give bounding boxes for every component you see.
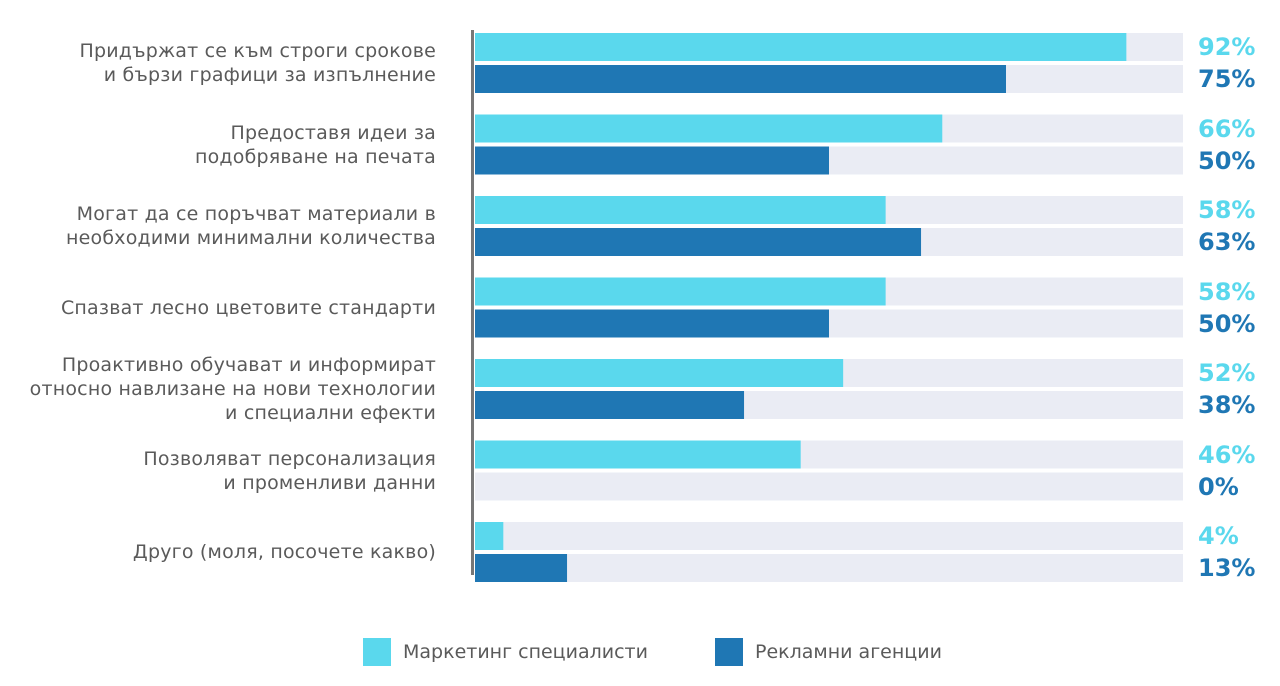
bar-marketing xyxy=(475,114,943,143)
bar-marketing xyxy=(475,33,1127,61)
category-label: Могат да се поръчват материали в необход… xyxy=(66,203,436,249)
value-label-marketing: 46% xyxy=(1198,440,1256,469)
legend-label-agencies: Рекламни агенции xyxy=(755,641,942,663)
category-label: Друго (моля, посочете какво) xyxy=(132,541,436,563)
legend-swatch-agencies xyxy=(715,638,743,666)
bar-marketing xyxy=(475,359,844,387)
bar-agencies xyxy=(475,228,922,256)
value-label-agencies: 75% xyxy=(1198,65,1256,93)
bar-agencies xyxy=(475,309,829,338)
value-label-agencies: 50% xyxy=(1198,309,1256,338)
bar-track xyxy=(475,522,1183,550)
category-label: Предоставя идеи за подобряване на печата xyxy=(194,121,436,168)
bar-agencies xyxy=(475,391,745,419)
value-label-agencies: 38% xyxy=(1198,391,1256,419)
bar-agencies xyxy=(475,146,829,175)
bar-marketing xyxy=(475,196,886,224)
category-label: Придържат се към строги срокове и бързи … xyxy=(79,40,436,86)
value-label-agencies: 0% xyxy=(1198,472,1239,501)
legend-label-marketing: Маркетинг специалисти xyxy=(403,641,648,663)
bar-marketing xyxy=(475,522,504,550)
bar-marketing xyxy=(475,277,886,306)
value-label-marketing: 58% xyxy=(1198,277,1256,306)
value-label-marketing: 58% xyxy=(1198,196,1256,224)
legend-swatch-marketing xyxy=(363,638,391,666)
value-label-marketing: 4% xyxy=(1198,522,1239,550)
category-label: Проактивно обучават и информират относно… xyxy=(29,354,436,424)
category-label: Позволяват персонализация и променливи д… xyxy=(143,447,436,494)
value-label-agencies: 13% xyxy=(1198,554,1256,582)
legend-item-agencies: Рекламни агенции xyxy=(715,638,942,666)
value-label-marketing: 92% xyxy=(1198,33,1256,61)
bar-track xyxy=(475,554,1183,582)
value-label-agencies: 63% xyxy=(1198,228,1256,256)
legend-item-marketing: Маркетинг специалисти xyxy=(363,638,648,666)
y-axis-line xyxy=(471,30,474,575)
bar-track xyxy=(475,472,1183,501)
bar-marketing xyxy=(475,440,801,469)
value-label-marketing: 52% xyxy=(1198,359,1256,387)
value-label-marketing: 66% xyxy=(1198,114,1256,143)
bar-agencies xyxy=(475,65,1006,93)
category-label: Спазват лесно цветовите стандарти xyxy=(60,296,436,319)
value-label-agencies: 50% xyxy=(1198,146,1256,175)
bar-agencies xyxy=(475,554,568,582)
